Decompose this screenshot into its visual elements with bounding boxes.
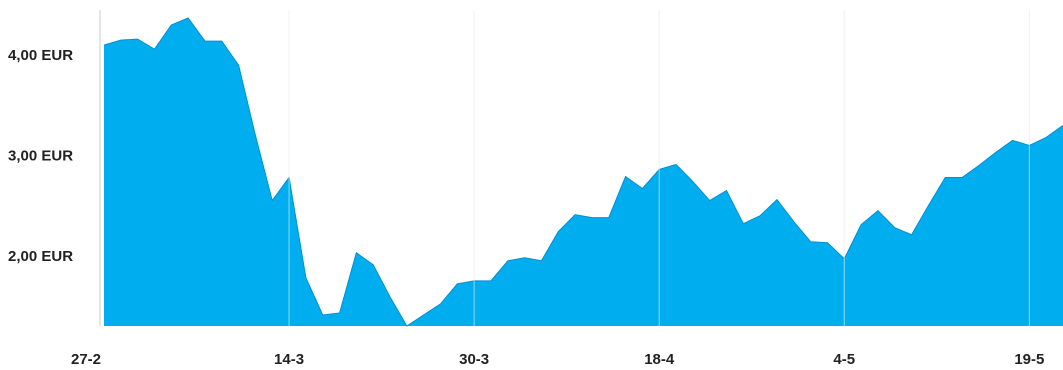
x-tick-labels: 27-2 14-3 30-3 18-4 4-5 19-5 bbox=[71, 351, 1044, 368]
x-tick-label: 27-2 bbox=[71, 351, 101, 368]
x-tick-label: 19-5 bbox=[1014, 351, 1044, 368]
y-tick-labels: 4,00 EUR 3,00 EUR 2,00 EUR bbox=[8, 47, 73, 265]
y-tick-label: 3,00 EUR bbox=[8, 147, 73, 164]
x-tick-label: 14-3 bbox=[274, 351, 304, 368]
price-line bbox=[103, 17, 1063, 327]
x-tick-label: 18-4 bbox=[644, 351, 675, 368]
y-tick-label: 2,00 EUR bbox=[8, 248, 73, 265]
x-tick-label: 30-3 bbox=[459, 351, 489, 368]
grid-overlay bbox=[288, 10, 1030, 326]
x-tick-label: 4-5 bbox=[833, 351, 855, 368]
y-tick-label: 4,00 EUR bbox=[8, 47, 73, 64]
price-area bbox=[104, 18, 1063, 327]
